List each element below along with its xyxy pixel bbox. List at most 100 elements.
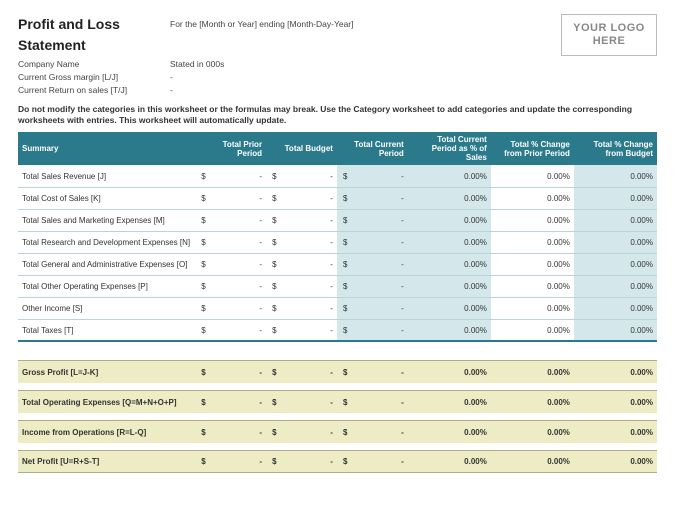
currency-symbol: $ <box>337 421 349 443</box>
currency-symbol: $ <box>266 275 278 297</box>
currency-symbol: $ <box>195 297 207 319</box>
currency-symbol: $ <box>337 297 349 319</box>
cell-prior: - <box>207 421 266 443</box>
cell-current: - <box>349 209 408 231</box>
cell-pct-budget: 0.00% <box>574 391 657 413</box>
cell-prior: - <box>207 231 266 253</box>
derived-row: Income from Operations [R=L-Q]$-$-$-0.00… <box>18 421 657 443</box>
meta-label: Current Gross margin [L/J] <box>18 71 170 84</box>
currency-symbol: $ <box>195 451 207 473</box>
cell-pct-sales: 0.00% <box>408 361 491 383</box>
cell-pct-sales: 0.00% <box>408 319 491 341</box>
table-header-row: Summary Total Prior Period Total Budget … <box>18 132 657 165</box>
currency-symbol: $ <box>266 451 278 473</box>
currency-symbol: $ <box>266 361 278 383</box>
cell-pct-sales: 0.00% <box>408 165 491 187</box>
cell-budget: - <box>278 275 337 297</box>
cell-budget: - <box>278 165 337 187</box>
cell-pct-sales: 0.00% <box>408 253 491 275</box>
col-summary: Summary <box>18 132 195 165</box>
derived-row: Total Operating Expenses [Q=M+N+O+P]$-$-… <box>18 391 657 413</box>
row-label: Total Sales Revenue [J] <box>18 165 195 187</box>
currency-symbol: $ <box>266 187 278 209</box>
currency-symbol: $ <box>337 361 349 383</box>
instruction-note: Do not modify the categories in this wor… <box>18 104 657 126</box>
cell-pct-prior: 0.00% <box>491 297 574 319</box>
col-budget: Total Budget <box>266 132 337 165</box>
table-row: Total Sales Revenue [J]$-$-$-0.00%0.00%0… <box>18 165 657 187</box>
table-row: Total General and Administrative Expense… <box>18 253 657 275</box>
cell-current: - <box>349 319 408 341</box>
derived-table: Gross Profit [L=J-K]$-$-$-0.00%0.00%0.00… <box>18 360 657 473</box>
col-prior: Total Prior Period <box>195 132 266 165</box>
cell-pct-budget: 0.00% <box>574 275 657 297</box>
table-row: Total Other Operating Expenses [P]$-$-$-… <box>18 275 657 297</box>
cell-budget: - <box>278 297 337 319</box>
currency-symbol: $ <box>266 421 278 443</box>
cell-pct-budget: 0.00% <box>574 361 657 383</box>
col-pct-prior: Total % Change from Prior Period <box>491 132 574 165</box>
currency-symbol: $ <box>266 297 278 319</box>
cell-pct-prior: 0.00% <box>491 253 574 275</box>
row-label: Total General and Administrative Expense… <box>18 253 195 275</box>
currency-symbol: $ <box>266 391 278 413</box>
cell-pct-prior: 0.00% <box>491 209 574 231</box>
cell-pct-sales: 0.00% <box>408 297 491 319</box>
cell-pct-prior: 0.00% <box>491 187 574 209</box>
cell-budget: - <box>278 361 337 383</box>
cell-current: - <box>349 391 408 413</box>
gap-row <box>18 413 657 421</box>
currency-symbol: $ <box>337 451 349 473</box>
cell-pct-sales: 0.00% <box>408 187 491 209</box>
col-pct-sales: Total Current Period as % of Sales <box>408 132 491 165</box>
col-pct-budget: Total % Change from Budget <box>574 132 657 165</box>
derived-row: Gross Profit [L=J-K]$-$-$-0.00%0.00%0.00… <box>18 361 657 383</box>
cell-pct-budget: 0.00% <box>574 421 657 443</box>
cell-pct-budget: 0.00% <box>574 253 657 275</box>
cell-current: - <box>349 361 408 383</box>
table-row: Other Income [S]$-$-$-0.00%0.00%0.00% <box>18 297 657 319</box>
gap-row <box>18 383 657 391</box>
cell-prior: - <box>207 391 266 413</box>
meta-label: Current Return on sales [T/J] <box>18 84 170 97</box>
table-row: Total Cost of Sales [K]$-$-$-0.00%0.00%0… <box>18 187 657 209</box>
cell-current: - <box>349 165 408 187</box>
currency-symbol: $ <box>266 209 278 231</box>
gap-row <box>18 443 657 451</box>
derived-row: Net Profit [U=R+S-T]$-$-$-0.00%0.00%0.00… <box>18 451 657 473</box>
meta-value: - <box>170 84 173 97</box>
row-label: Total Operating Expenses [Q=M+N+O+P] <box>18 391 195 413</box>
table-row: Total Taxes [T]$-$-$-0.00%0.00%0.00% <box>18 319 657 341</box>
meta-return-sales: Current Return on sales [T/J] - <box>18 84 561 97</box>
cell-pct-sales: 0.00% <box>408 391 491 413</box>
cell-pct-budget: 0.00% <box>574 451 657 473</box>
cell-current: - <box>349 231 408 253</box>
cell-budget: - <box>278 209 337 231</box>
cell-prior: - <box>207 319 266 341</box>
cell-current: - <box>349 421 408 443</box>
cell-budget: - <box>278 319 337 341</box>
meta-value: Stated in 000s <box>170 58 224 71</box>
period-line: For the [Month or Year] ending [Month-Da… <box>170 14 354 58</box>
meta-gross-margin: Current Gross margin [L/J] - <box>18 71 561 84</box>
summary-table: Summary Total Prior Period Total Budget … <box>18 132 657 342</box>
currency-symbol: $ <box>195 319 207 341</box>
cell-pct-sales: 0.00% <box>408 209 491 231</box>
cell-prior: - <box>207 275 266 297</box>
cell-current: - <box>349 253 408 275</box>
cell-budget: - <box>278 421 337 443</box>
currency-symbol: $ <box>337 231 349 253</box>
currency-symbol: $ <box>337 165 349 187</box>
row-label: Net Profit [U=R+S-T] <box>18 451 195 473</box>
cell-current: - <box>349 451 408 473</box>
meta-label: Company Name <box>18 58 170 71</box>
currency-symbol: $ <box>195 165 207 187</box>
cell-pct-prior: 0.00% <box>491 361 574 383</box>
cell-pct-sales: 0.00% <box>408 231 491 253</box>
currency-symbol: $ <box>337 253 349 275</box>
row-label: Total Other Operating Expenses [P] <box>18 275 195 297</box>
cell-pct-prior: 0.00% <box>491 165 574 187</box>
currency-symbol: $ <box>337 391 349 413</box>
table-row: Total Sales and Marketing Expenses [M]$-… <box>18 209 657 231</box>
cell-pct-prior: 0.00% <box>491 231 574 253</box>
